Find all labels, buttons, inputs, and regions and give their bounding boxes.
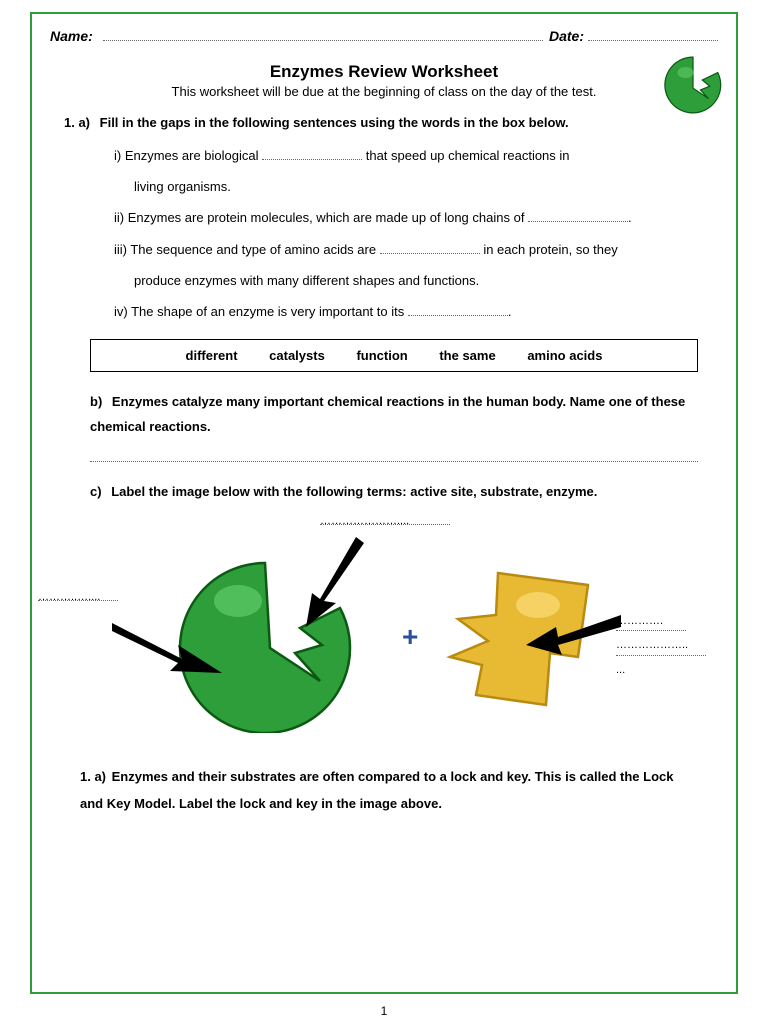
label-left[interactable]: ………..….... (38, 591, 118, 601)
arrow-left (112, 623, 222, 683)
name-label: Name: (50, 28, 93, 44)
q1b-label: b) (90, 394, 102, 409)
q1b-answer-line[interactable] (90, 450, 698, 462)
q1a-ii: ii) Enzymes are protein molecules, which… (114, 204, 718, 231)
plus-icon: + (402, 621, 418, 653)
q1a: 1. a) Fill in the gaps in the following … (50, 111, 718, 136)
word-5: amino acids (527, 348, 602, 363)
q1c-text: Label the image below with the following… (111, 484, 597, 499)
worksheet-page: Name: Date: Enzymes Review Worksheet Thi… (0, 0, 768, 1024)
q1c-label: c) (90, 484, 102, 499)
label-right[interactable]: …………. ……………….. ... (616, 613, 706, 680)
q1a-items: i) Enzymes are biological that speed up … (50, 142, 718, 326)
q1a-i: i) Enzymes are biological that speed up … (114, 142, 718, 169)
blank-i[interactable] (262, 150, 362, 160)
word-box: different catalysts function the same am… (90, 339, 698, 372)
name-input-line[interactable] (103, 29, 543, 41)
q1a-iii-cont: produce enzymes with many different shap… (114, 267, 718, 294)
word-2: catalysts (269, 348, 325, 363)
q2-text: Enzymes and their substrates are often c… (80, 769, 673, 811)
page-border: Name: Date: Enzymes Review Worksheet Thi… (30, 12, 738, 994)
arrow-right (526, 615, 621, 660)
q1b: b) Enzymes catalyze many important chemi… (50, 390, 718, 439)
blank-ii[interactable] (528, 212, 628, 222)
q1c: c) Label the image below with the follow… (50, 480, 718, 505)
worksheet-subtitle: This worksheet will be due at the beginn… (50, 84, 718, 99)
worksheet-title: Enzymes Review Worksheet (50, 62, 718, 82)
q1a-iii: iii) The sequence and type of amino acid… (114, 236, 718, 263)
page-number: 1 (381, 1004, 388, 1018)
blank-iii[interactable] (380, 244, 480, 254)
enzyme-corner-icon (662, 54, 724, 116)
arrow-top (298, 537, 368, 627)
diagram: ………………….... ………..….... …………. ……………….. ..… (50, 513, 718, 753)
label-top[interactable]: ………………….... (320, 515, 450, 525)
q1a-prompt: Fill in the gaps in the following senten… (100, 115, 569, 130)
word-4: the same (439, 348, 495, 363)
q1b-text: Enzymes catalyze many important chemical… (90, 394, 685, 434)
date-input-line[interactable] (588, 29, 718, 41)
q2: 1. a) Enzymes and their substrates are o… (50, 763, 718, 818)
word-1: different (186, 348, 238, 363)
q1a-number: 1. a) (64, 115, 90, 130)
date-label: Date: (549, 28, 584, 44)
q1a-iv: iv) The shape of an enzyme is very impor… (114, 298, 718, 325)
header-row: Name: Date: (50, 28, 718, 44)
q2-number: 1. a) (80, 769, 106, 784)
q1a-i-cont: living organisms. (114, 173, 718, 200)
word-3: function (356, 348, 407, 363)
blank-iv[interactable] (408, 306, 508, 316)
title-block: Enzymes Review Worksheet This worksheet … (50, 62, 718, 99)
